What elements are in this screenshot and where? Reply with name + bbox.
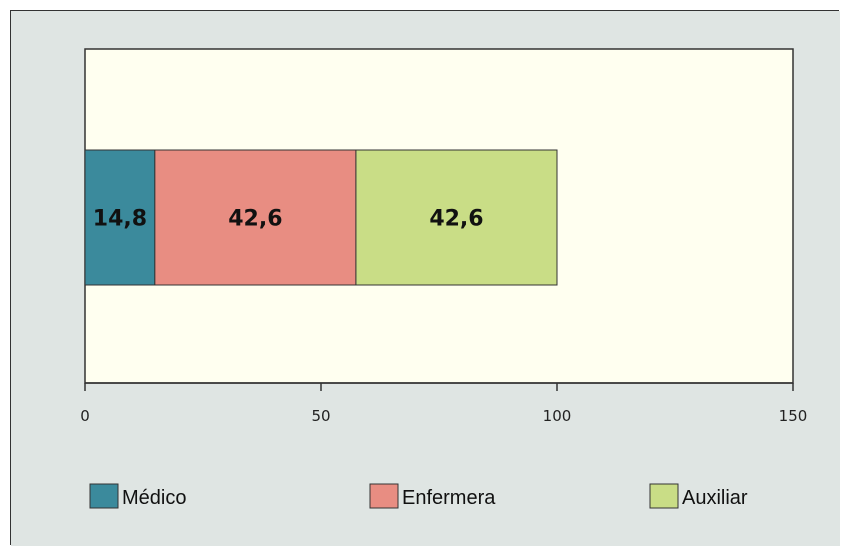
x-tick-label: 0 [80, 407, 90, 425]
bar-label-medico: 14,8 [93, 207, 147, 232]
bar-label-enfermera: 42,6 [228, 207, 282, 232]
bar-segment-auxiliar [355, 149, 558, 286]
legend: Médico Enfermera Auxiliar [89, 483, 748, 509]
x-axis: 0 50 100 150 [80, 382, 808, 425]
bar-segment-medico [84, 149, 156, 286]
legend-label-enfermera: Enfermera [402, 487, 496, 509]
bar-label-auxiliar: 42,6 [429, 207, 483, 232]
chart-frame: 14,8 42,6 42,6 0 50 100 150 Médico Enfermera Au… [10, 10, 840, 546]
x-tick-label: 50 [311, 407, 330, 425]
x-tick-label: 100 [543, 407, 572, 425]
legend-swatch-enfermera [369, 483, 399, 509]
legend-label-medico: Médico [122, 487, 186, 509]
legend-label-auxiliar: Auxiliar [682, 487, 748, 509]
legend-swatch-medico [89, 483, 119, 509]
bar-group [84, 149, 558, 286]
legend-swatch-auxiliar [649, 483, 679, 509]
bar-label-group: 14,8 42,6 42,6 [93, 207, 484, 232]
stacked-bar-chart: 14,8 42,6 42,6 0 50 100 150 Médico Enfermera Au… [11, 11, 840, 546]
x-tick-label: 150 [779, 407, 808, 425]
bar-segment-enfermera [154, 149, 357, 286]
